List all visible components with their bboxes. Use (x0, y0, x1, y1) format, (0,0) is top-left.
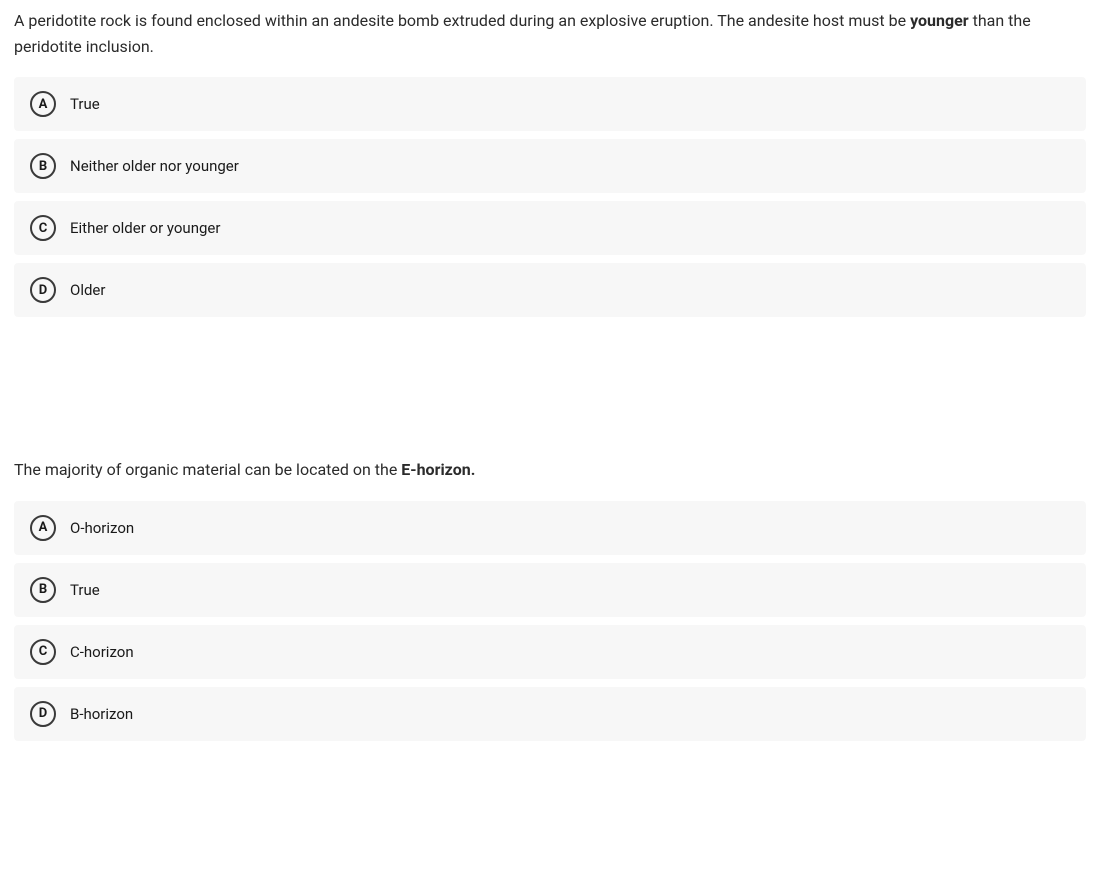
option-text: True (70, 95, 100, 113)
option-q2-d[interactable]: D B-horizon (14, 687, 1086, 741)
option-text: True (70, 581, 100, 599)
option-q1-d[interactable]: D Older (14, 263, 1086, 317)
option-text: O-horizon (70, 519, 134, 537)
option-q1-b[interactable]: B Neither older nor younger (14, 139, 1086, 193)
option-text: Either older or younger (70, 219, 220, 237)
option-text: C-horizon (70, 643, 134, 661)
q1-part-1: younger (910, 11, 969, 30)
option-letter: C (30, 639, 56, 665)
question-text-2: The majority of organic material can be … (14, 457, 1086, 483)
option-q1-c[interactable]: C Either older or younger (14, 201, 1086, 255)
question-text-1: A peridotite rock is found enclosed with… (14, 8, 1086, 59)
option-letter: B (30, 153, 56, 179)
option-q2-c[interactable]: C C-horizon (14, 625, 1086, 679)
q2-part-0: The majority of organic material can be … (14, 460, 401, 479)
option-letter: D (30, 701, 56, 727)
option-q2-b[interactable]: B True (14, 563, 1086, 617)
option-q1-a[interactable]: A True (14, 77, 1086, 131)
option-letter: B (30, 577, 56, 603)
q1-part-0: A peridotite rock is found enclosed with… (14, 11, 910, 30)
option-text: B-horizon (70, 705, 133, 723)
q2-part-1: E-horizon. (401, 460, 475, 479)
option-q2-a[interactable]: A O-horizon (14, 501, 1086, 555)
option-text: Neither older nor younger (70, 157, 239, 175)
options-list-2: A O-horizon B True C C-horizon D B-horiz… (14, 501, 1086, 741)
option-letter: C (30, 215, 56, 241)
option-letter: D (30, 277, 56, 303)
options-list-1: A True B Neither older nor younger C Eit… (14, 77, 1086, 317)
option-letter: A (30, 91, 56, 117)
question-block-1: A peridotite rock is found enclosed with… (14, 8, 1086, 317)
question-block-2: The majority of organic material can be … (14, 457, 1086, 741)
option-text: Older (70, 281, 105, 299)
option-letter: A (30, 515, 56, 541)
